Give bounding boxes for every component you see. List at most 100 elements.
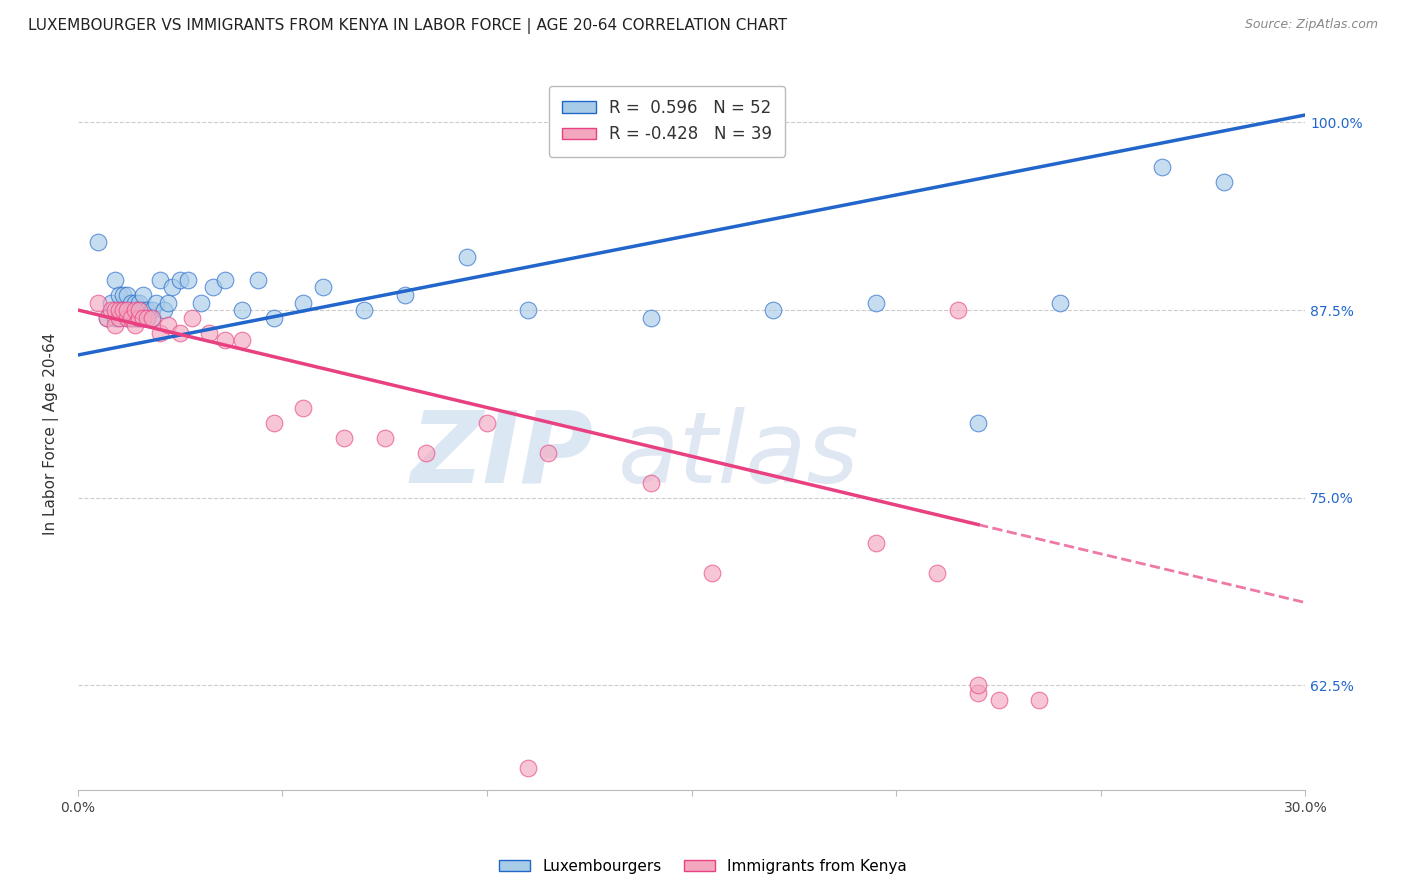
Point xyxy=(145,295,167,310)
Point xyxy=(120,295,142,310)
Point xyxy=(517,761,540,775)
Point xyxy=(107,310,129,325)
Point xyxy=(115,303,138,318)
Point xyxy=(115,310,138,325)
Point xyxy=(231,303,253,318)
Point xyxy=(700,566,723,580)
Point xyxy=(181,310,204,325)
Point xyxy=(537,445,560,459)
Point xyxy=(96,310,118,325)
Point xyxy=(111,303,134,318)
Point xyxy=(141,310,163,325)
Point xyxy=(967,685,990,699)
Point xyxy=(967,678,990,692)
Text: LUXEMBOURGER VS IMMIGRANTS FROM KENYA IN LABOR FORCE | AGE 20-64 CORRELATION CHA: LUXEMBOURGER VS IMMIGRANTS FROM KENYA IN… xyxy=(28,18,787,34)
Point xyxy=(927,566,949,580)
Point xyxy=(111,288,134,302)
Point xyxy=(865,535,887,549)
Point xyxy=(107,310,129,325)
Point xyxy=(132,310,155,325)
Point xyxy=(87,295,110,310)
Point xyxy=(865,295,887,310)
Point xyxy=(946,303,969,318)
Point xyxy=(115,303,138,318)
Point xyxy=(132,303,155,318)
Point xyxy=(201,280,224,294)
Point xyxy=(124,295,146,310)
Point xyxy=(115,310,138,325)
Point xyxy=(640,475,662,490)
Point xyxy=(124,318,146,332)
Point xyxy=(415,445,437,459)
Point xyxy=(124,303,146,318)
Y-axis label: In Labor Force | Age 20-64: In Labor Force | Age 20-64 xyxy=(44,333,59,535)
Text: atlas: atlas xyxy=(619,407,859,504)
Point xyxy=(128,295,150,310)
Text: Source: ZipAtlas.com: Source: ZipAtlas.com xyxy=(1244,18,1378,31)
Point xyxy=(190,295,212,310)
Point xyxy=(263,310,285,325)
Point xyxy=(128,303,150,318)
Point xyxy=(353,303,375,318)
Point xyxy=(762,303,785,318)
Point xyxy=(107,303,129,318)
Point xyxy=(640,310,662,325)
Point xyxy=(475,416,498,430)
Point xyxy=(177,273,200,287)
Point xyxy=(136,303,159,318)
Point xyxy=(291,295,314,310)
Point xyxy=(120,310,142,325)
Point xyxy=(107,288,129,302)
Point xyxy=(141,310,163,325)
Point xyxy=(169,326,191,340)
Point xyxy=(1049,295,1071,310)
Point xyxy=(198,326,221,340)
Point xyxy=(333,431,356,445)
Point xyxy=(87,235,110,250)
Point xyxy=(160,280,183,294)
Point xyxy=(141,303,163,318)
Point xyxy=(128,303,150,318)
Point xyxy=(263,416,285,430)
Point xyxy=(517,303,540,318)
Point xyxy=(967,416,990,430)
Point xyxy=(149,273,172,287)
Point xyxy=(156,295,179,310)
Point xyxy=(132,288,155,302)
Point xyxy=(169,273,191,287)
Point xyxy=(214,273,236,287)
Point xyxy=(1152,161,1174,175)
Point xyxy=(100,295,122,310)
Point xyxy=(1028,693,1050,707)
Point xyxy=(96,310,118,325)
Point xyxy=(115,288,138,302)
Point xyxy=(246,273,269,287)
Point xyxy=(120,310,142,325)
Legend: R =  0.596   N = 52, R = -0.428   N = 39: R = 0.596 N = 52, R = -0.428 N = 39 xyxy=(548,86,785,157)
Point xyxy=(291,401,314,415)
Point xyxy=(231,333,253,347)
Point xyxy=(214,333,236,347)
Legend: Luxembourgers, Immigrants from Kenya: Luxembourgers, Immigrants from Kenya xyxy=(494,853,912,880)
Point xyxy=(104,273,127,287)
Point xyxy=(1212,176,1234,190)
Point xyxy=(456,251,478,265)
Point xyxy=(104,318,127,332)
Point xyxy=(987,693,1010,707)
Point xyxy=(120,303,142,318)
Point xyxy=(124,310,146,325)
Point xyxy=(156,318,179,332)
Point xyxy=(104,310,127,325)
Point xyxy=(152,303,174,318)
Point xyxy=(104,303,127,318)
Point xyxy=(128,310,150,325)
Point xyxy=(374,431,396,445)
Point xyxy=(149,326,172,340)
Text: ZIP: ZIP xyxy=(411,407,593,504)
Point xyxy=(111,303,134,318)
Point xyxy=(100,303,122,318)
Point xyxy=(128,310,150,325)
Point xyxy=(132,310,155,325)
Point xyxy=(136,310,159,325)
Point xyxy=(394,288,416,302)
